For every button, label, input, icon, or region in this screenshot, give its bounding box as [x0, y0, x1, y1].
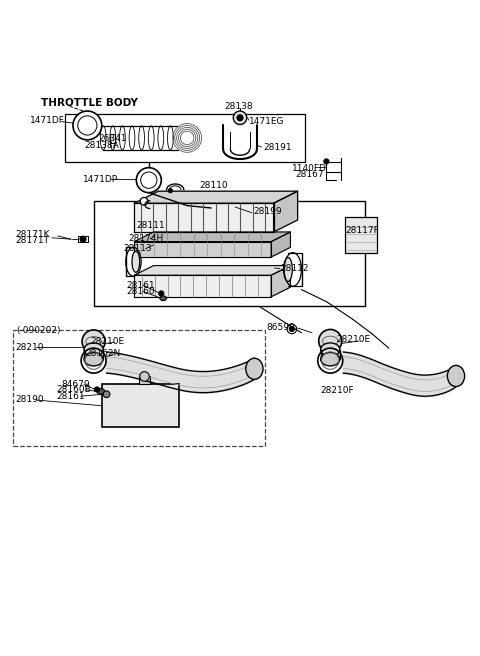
Text: 86590: 86590 — [266, 323, 295, 331]
Text: 28161: 28161 — [126, 281, 155, 290]
Ellipse shape — [284, 257, 292, 281]
Text: 1471EG: 1471EG — [249, 117, 284, 126]
Ellipse shape — [84, 343, 103, 356]
Circle shape — [103, 391, 110, 398]
Bar — [345, 217, 377, 253]
Text: 28117F: 28117F — [346, 226, 379, 235]
Text: 1140FD: 1140FD — [292, 163, 327, 173]
Text: 28191: 28191 — [263, 144, 292, 152]
Circle shape — [136, 168, 161, 193]
Text: 26341: 26341 — [98, 134, 127, 143]
Circle shape — [233, 111, 247, 125]
Text: 28162N: 28162N — [85, 349, 120, 358]
Text: 28210E: 28210E — [90, 337, 124, 346]
Ellipse shape — [132, 251, 140, 272]
Text: 28138: 28138 — [225, 102, 253, 111]
Circle shape — [73, 111, 102, 140]
Bar — [139, 377, 150, 384]
Text: 1471DP: 1471DP — [83, 174, 118, 184]
Circle shape — [319, 329, 342, 352]
Text: 28138A: 28138A — [84, 141, 119, 150]
Ellipse shape — [97, 388, 105, 394]
Polygon shape — [271, 232, 290, 257]
Text: 28112: 28112 — [281, 264, 309, 273]
Text: 28113: 28113 — [124, 244, 153, 253]
Ellipse shape — [246, 358, 263, 379]
Text: THROTTLE BODY: THROTTLE BODY — [41, 98, 138, 108]
Text: 28167: 28167 — [295, 170, 324, 179]
Text: 28171K: 28171K — [16, 230, 50, 239]
Circle shape — [82, 330, 105, 353]
Text: 28171T: 28171T — [16, 236, 50, 245]
Polygon shape — [271, 266, 290, 297]
Polygon shape — [134, 191, 298, 203]
Ellipse shape — [84, 352, 103, 366]
Circle shape — [140, 197, 148, 205]
Bar — [78, 236, 88, 242]
Polygon shape — [134, 203, 274, 232]
Bar — [110, 134, 115, 143]
Bar — [94, 201, 365, 306]
Circle shape — [159, 291, 164, 296]
Polygon shape — [134, 232, 290, 241]
Text: 28190: 28190 — [16, 396, 45, 405]
Polygon shape — [274, 191, 298, 232]
Bar — [65, 114, 305, 163]
Text: 84679: 84679 — [61, 380, 90, 388]
Text: 28160: 28160 — [126, 287, 155, 296]
Circle shape — [95, 387, 99, 392]
Text: (-090202): (-090202) — [16, 326, 60, 335]
Bar — [102, 384, 179, 427]
Text: 28210F: 28210F — [321, 386, 354, 395]
Text: 28160B: 28160B — [57, 386, 91, 394]
Polygon shape — [134, 241, 271, 257]
Text: 28110: 28110 — [199, 181, 228, 190]
Circle shape — [237, 115, 243, 121]
Circle shape — [168, 189, 172, 193]
Text: 28161: 28161 — [57, 392, 85, 401]
Circle shape — [289, 327, 294, 331]
Text: 28210: 28210 — [16, 342, 44, 352]
Polygon shape — [134, 276, 271, 297]
Circle shape — [324, 159, 329, 164]
Ellipse shape — [447, 365, 465, 386]
Text: 1471DF: 1471DF — [30, 115, 65, 125]
Text: 28174H: 28174H — [129, 234, 164, 243]
Ellipse shape — [321, 343, 340, 356]
Ellipse shape — [321, 352, 340, 366]
Bar — [13, 331, 265, 445]
Text: 28111: 28111 — [137, 221, 166, 230]
Circle shape — [80, 236, 86, 242]
Ellipse shape — [160, 296, 167, 300]
Text: 28210E: 28210E — [336, 335, 370, 344]
Text: 28199: 28199 — [253, 207, 282, 216]
Circle shape — [140, 372, 149, 381]
Polygon shape — [134, 266, 290, 276]
